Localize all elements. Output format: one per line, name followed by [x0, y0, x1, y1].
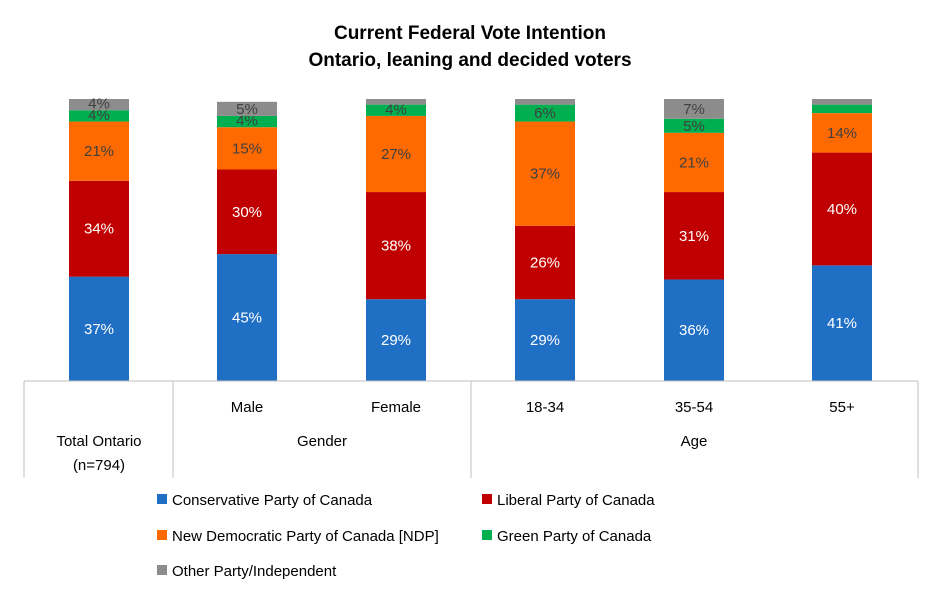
- data-label: 4%: [88, 107, 110, 124]
- bar-segment-3-0: [69, 110, 129, 122]
- group-label: Gender: [297, 433, 347, 450]
- data-label: 36%: [679, 322, 709, 339]
- group-label: Total Ontario: [56, 433, 141, 450]
- bar-segment-2-3: [515, 121, 575, 226]
- bar-segment-0-3: [515, 299, 575, 381]
- bar-segment-2-2: [366, 115, 426, 193]
- category-tick-label: Male: [231, 399, 264, 416]
- category-axis: Male Female 18-34 35-54 55+ Total Ontario (n=7…: [23, 380, 919, 478]
- data-label: 31%: [679, 228, 709, 245]
- legend-label: Liberal Party of Canada: [497, 492, 655, 509]
- bar-segment-4-3: [515, 99, 575, 105]
- data-label: 4%: [385, 101, 407, 118]
- data-label: 40%: [827, 201, 857, 218]
- data-label: 27%: [381, 146, 411, 163]
- bar-segment-4-2: [366, 99, 426, 105]
- bar-segment-4-1: [217, 101, 277, 116]
- legend-label: Other Party/Independent: [172, 563, 337, 580]
- bar-segment-0-4: [664, 279, 724, 381]
- bar-segment-2-4: [664, 132, 724, 193]
- legend-swatch: [157, 530, 167, 540]
- data-label: 30%: [232, 204, 262, 221]
- legend-label: Green Party of Canada: [497, 528, 652, 545]
- category-tick-label: 55+: [829, 399, 855, 416]
- bar-segment-1-1: [217, 169, 277, 255]
- bar-segment-1-2: [366, 192, 426, 300]
- data-label: 29%: [530, 332, 560, 349]
- data-label: 21%: [679, 154, 709, 171]
- data-label: 37%: [84, 321, 114, 338]
- legend: Conservative Party of Canada Liberal Part…: [157, 492, 655, 580]
- chart-title-line-2: Ontario, leaning and decided voters: [308, 50, 631, 71]
- data-label: 34%: [84, 221, 114, 238]
- data-label: 26%: [530, 255, 560, 272]
- bar-segment-1-0: [69, 180, 129, 277]
- bar-segment-3-2: [366, 104, 426, 116]
- bar-segment-1-5: [812, 152, 872, 266]
- bar-segment-0-1: [217, 254, 277, 381]
- legend-swatch: [482, 494, 492, 504]
- data-label: 37%: [530, 166, 560, 183]
- bar-segment-0-2: [366, 299, 426, 381]
- data-label: 14%: [827, 125, 857, 142]
- category-tick-label: 35-54: [675, 399, 713, 416]
- data-label: 21%: [84, 143, 114, 160]
- data-label: 4%: [88, 96, 110, 113]
- category-tick-label: Female: [371, 399, 421, 416]
- data-label: 5%: [236, 101, 258, 118]
- bar-segment-1-3: [515, 225, 575, 300]
- data-label: 15%: [232, 140, 262, 157]
- legend-label: New Democratic Party of Canada [NDP]: [172, 528, 439, 545]
- data-label: 38%: [381, 238, 411, 255]
- bar-segment-2-0: [69, 121, 129, 181]
- bar-segment-2-5: [812, 113, 872, 153]
- bar-segment-3-1: [217, 115, 277, 128]
- data-label: 5%: [683, 118, 705, 135]
- legend-swatch: [157, 565, 167, 575]
- legend-swatch: [157, 494, 167, 504]
- bar-segment-2-1: [217, 127, 277, 170]
- bar-segment-0-5: [812, 265, 872, 381]
- bar-segment-4-4: [664, 99, 724, 119]
- chart-title-line-1: Current Federal Vote Intention: [334, 23, 606, 44]
- data-label: 4%: [236, 113, 258, 130]
- legend-label: Conservative Party of Canada: [172, 492, 373, 509]
- bar-segment-1-4: [664, 192, 724, 280]
- bar-segment-3-3: [515, 104, 575, 122]
- bar-segment-3-5: [812, 104, 872, 114]
- data-label: 41%: [827, 315, 857, 332]
- data-label: 45%: [232, 310, 262, 327]
- bar-segment-3-4: [664, 118, 724, 133]
- category-tick-label: 18-34: [526, 399, 564, 416]
- data-label: 7%: [683, 101, 705, 118]
- data-label: 29%: [381, 332, 411, 349]
- group-label: Age: [681, 433, 708, 450]
- bars-layer: 37%34%21%4%4%45%30%15%4%5%29%38%27%4%29%…: [69, 96, 872, 381]
- bar-segment-0-0: [69, 276, 129, 381]
- legend-swatch: [482, 530, 492, 540]
- bar-segment-4-5: [812, 99, 872, 105]
- group-label: (n=794): [73, 457, 125, 474]
- data-label: 6%: [534, 105, 556, 122]
- bar-segment-4-0: [69, 99, 129, 111]
